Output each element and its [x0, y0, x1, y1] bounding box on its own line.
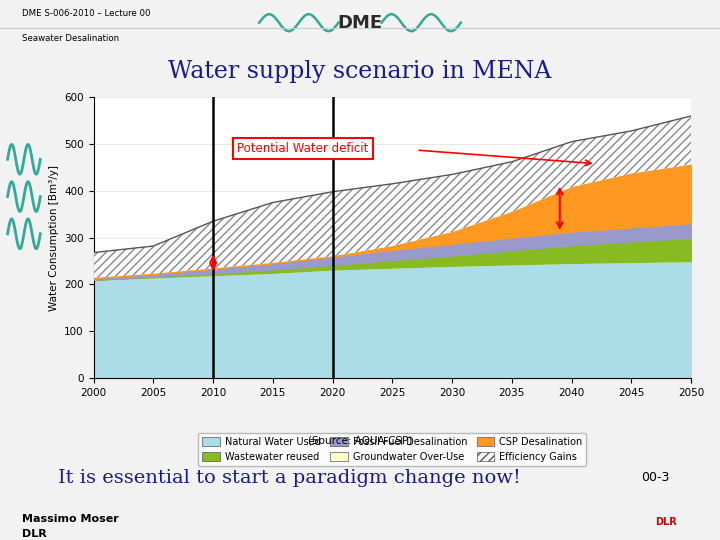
Text: Water supply scenario in MENA: Water supply scenario in MENA: [168, 60, 552, 83]
Text: Seawater Desalination: Seawater Desalination: [22, 34, 119, 43]
Text: Massimo Moser: Massimo Moser: [22, 514, 118, 524]
Legend: Natural Water Used, Wastewater reused, Fossil Fuel Desalination, Groundwater Ove: Natural Water Used, Wastewater reused, F…: [199, 433, 586, 466]
Text: 00-3: 00-3: [642, 471, 670, 484]
Text: DME: DME: [338, 14, 382, 32]
Text: It is essential to start a paradigm change now!: It is essential to start a paradigm chan…: [58, 469, 521, 487]
Text: DME S-006-2010 – Lecture 00: DME S-006-2010 – Lecture 00: [22, 9, 150, 17]
Text: Potential Water deficit: Potential Water deficit: [237, 142, 369, 155]
Y-axis label: Water Consumption [Bm³/y]: Water Consumption [Bm³/y]: [49, 165, 59, 310]
Text: DLR: DLR: [655, 517, 677, 526]
Text: (Source: AQUA-CSP): (Source: AQUA-CSP): [308, 435, 412, 445]
Text: DLR: DLR: [22, 529, 46, 539]
